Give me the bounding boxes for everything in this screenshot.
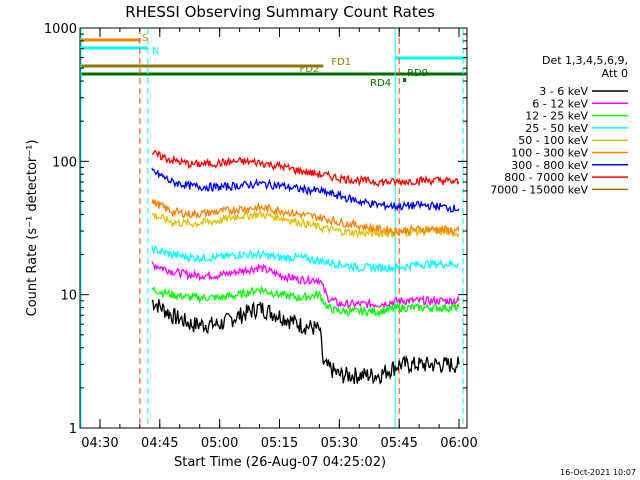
series-line-5	[151, 198, 460, 237]
flag-label-rd9: RD9	[407, 68, 428, 79]
legend-label: 3 - 6 keV	[539, 85, 588, 98]
chart-title: RHESSI Observing Summary Count Rates	[125, 3, 435, 21]
series-line-3	[151, 245, 460, 273]
legend-header-line2: Att 0	[602, 67, 628, 80]
y-tick-label: 100	[52, 155, 77, 170]
x-tick-label: 06:00	[440, 436, 477, 451]
series-line-1	[151, 261, 460, 309]
legend-label: 12 - 25 keV	[525, 110, 588, 123]
flag-bar-rd9	[403, 78, 407, 82]
flag-label-n: N	[152, 46, 159, 57]
x-tick-label: 05:00	[201, 436, 238, 451]
flag-label-fd1: FD1	[331, 57, 351, 68]
flag-label-fd2: FD2	[300, 64, 320, 75]
legend-label: 100 - 300 keV	[511, 147, 588, 160]
y-tick-label: 1000	[44, 22, 77, 37]
plot-frame	[79, 27, 468, 429]
flag-label-s: S	[142, 33, 148, 44]
legend-label: 300 - 800 keV	[511, 159, 588, 172]
legend-label: 25 - 50 keV	[525, 122, 588, 135]
y-axis: 1 10 100 1000	[44, 22, 467, 437]
x-axis: 04:30 04:45 05:00 05:15 05:30 05:45 06:00	[79, 28, 478, 451]
x-tick-label: 04:30	[81, 436, 118, 451]
plot-area	[79, 27, 468, 429]
legend-header-line1: Det 1,3,4,5,6,9,	[542, 54, 628, 67]
legend-label: 6 - 12 keV	[532, 97, 588, 110]
series-line-4	[151, 208, 460, 239]
series-line-6	[151, 167, 460, 213]
flag-bars: SN FD1 FD2 RD4 RD9	[80, 33, 467, 89]
x-axis-title: Start Time (26-Aug-07 04:25:02)	[174, 455, 386, 470]
series-line-2	[151, 285, 460, 318]
legend-label: 50 - 100 keV	[518, 134, 588, 147]
legend-label: 800 - 7000 keV	[504, 171, 588, 184]
legend-label: 7000 - 15000 keV	[490, 183, 588, 196]
series-group	[151, 149, 460, 385]
time-markers	[80, 28, 464, 428]
x-tick-label: 05:45	[380, 436, 417, 451]
flag-label-rd4: RD4	[370, 78, 391, 89]
series-line-7	[151, 149, 460, 188]
x-tick-label: 04:45	[141, 436, 178, 451]
series-line-0	[151, 299, 460, 385]
x-tick-label: 05:30	[321, 436, 358, 451]
y-tick-label: 10	[60, 289, 77, 304]
y-tick-label: 1	[69, 422, 77, 437]
y-axis-title: Count Rate (s⁻¹ detector⁻¹)	[25, 140, 40, 317]
x-tick-label: 05:15	[261, 436, 298, 451]
footer-timestamp: 16-Oct-2021 10:07	[560, 468, 636, 477]
